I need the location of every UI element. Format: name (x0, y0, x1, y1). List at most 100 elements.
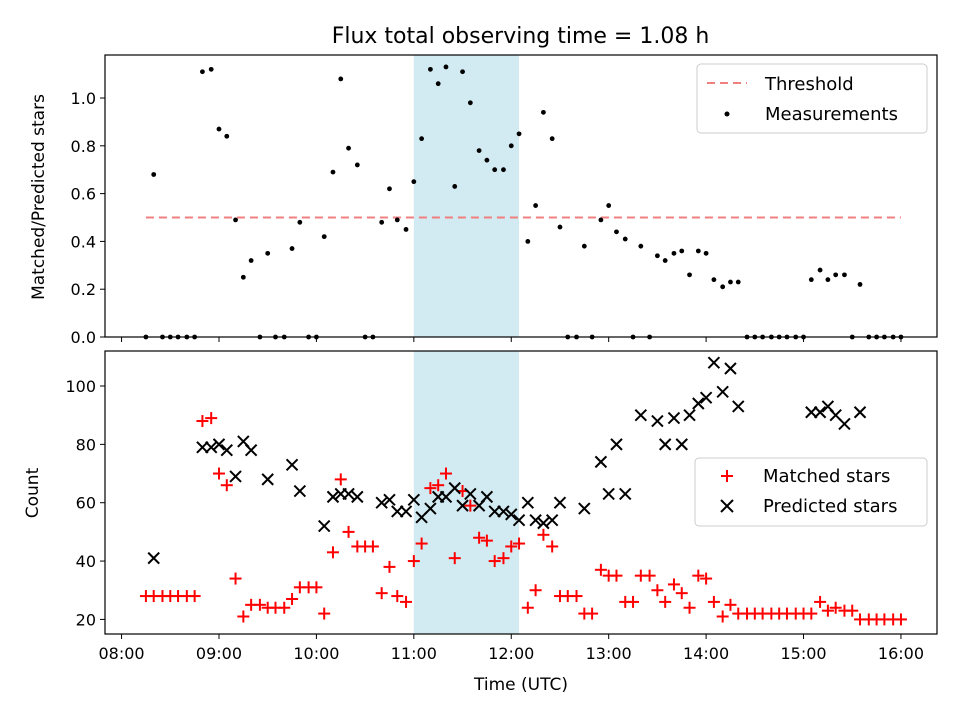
measurement-point (557, 224, 563, 230)
bottom-x-tick-label: 09:00 (196, 644, 242, 663)
measurement-point (435, 81, 441, 87)
measurement-point (662, 258, 668, 263)
predicted-star-point (594, 455, 608, 469)
measurement-point (403, 227, 409, 232)
matched-star-point (342, 525, 355, 538)
predicted-star-marker-b (448, 481, 461, 495)
measurement-point (711, 277, 717, 283)
predicted-star-marker-b (220, 443, 233, 457)
measurement-point (460, 69, 465, 75)
predicted-star-marker-b (553, 496, 567, 509)
predicted-star-marker-b (634, 408, 648, 422)
top-y-axis-label: Matched/Predicted stars (29, 94, 49, 300)
predicted-star-point (683, 408, 696, 422)
matched-star-point (821, 604, 834, 617)
predicted-star-point (456, 499, 469, 512)
measurement-point (338, 76, 344, 82)
bottom-y-tick-label: 100 (65, 377, 96, 396)
bottom-y-axis-ticks: 20 40 60 80 100 (65, 377, 105, 629)
matched-star-point (448, 552, 461, 565)
matched-star-point (473, 531, 486, 544)
measurement-point (703, 250, 709, 256)
predicted-star-point (212, 438, 226, 451)
predicted-star-marker-b (692, 397, 705, 410)
predicted-star-point (505, 508, 518, 521)
measurement-point (525, 239, 531, 244)
measurement-point (321, 234, 327, 240)
matched-star-point (505, 540, 518, 553)
top-y-tick-label: 0.2 (71, 280, 96, 299)
predicted-star-point (724, 362, 737, 375)
bottom-x-tick-label: 08:00 (99, 644, 145, 663)
predicted-star-marker-b (853, 406, 867, 419)
measurement-point (200, 69, 205, 75)
bottom-x-tick-label: 16:00 (878, 644, 924, 663)
measurement-point (606, 203, 612, 208)
matched-star-point (659, 595, 672, 608)
predicted-star-marker-b (317, 519, 331, 533)
bottom-y-tick-label: 40 (76, 552, 96, 571)
predicted-star-point (716, 385, 729, 399)
bottom-legend: Matched stars Predicted stars (694, 457, 928, 527)
predicted-star-marker-b (813, 406, 827, 419)
matched-star-point (643, 569, 656, 582)
matched-star-point (627, 595, 640, 608)
measurement-point (427, 66, 433, 72)
predicted-stars-series (147, 356, 867, 565)
matched-star-point (326, 546, 339, 559)
predicted-star-point (634, 408, 648, 422)
matched-star-point (278, 601, 291, 614)
predicted-star-point (853, 406, 867, 419)
predicted-star-marker-b (512, 514, 526, 527)
bottom-x-tick-label: 15:00 (780, 644, 826, 663)
top-highlight-span (413, 55, 520, 337)
bottom-y-axis-label: Count (23, 467, 43, 518)
measurement-point (265, 250, 271, 256)
measurement-point (679, 248, 685, 254)
matched-star-point (220, 479, 233, 492)
predicted-star-marker-b (707, 356, 721, 369)
measurement-point (614, 229, 619, 235)
measurement-point (297, 219, 303, 225)
matched-star-point (692, 569, 705, 582)
predicted-star-point (707, 356, 721, 369)
predicted-star-point (651, 414, 664, 428)
measurement-point (411, 179, 417, 185)
predicted-star-marker-b (699, 391, 713, 404)
predicted-star-point (448, 481, 461, 495)
predicted-star-marker-b (829, 408, 842, 422)
matched-star-point (188, 590, 201, 603)
bottom-x-tick-label: 13:00 (586, 644, 632, 663)
predicted-star-marker-b (545, 514, 559, 527)
measurement-point (695, 248, 701, 254)
predicted-star-marker-b (383, 493, 396, 507)
predicted-star-marker-b (464, 487, 477, 501)
bottom-legend-box (694, 457, 928, 527)
predicted-star-marker-b (391, 505, 404, 518)
predicted-star-marker-b (521, 496, 535, 509)
measurement-point (224, 133, 230, 139)
predicted-star-point (317, 519, 331, 533)
predicted-star-marker-b (683, 408, 696, 422)
measurement-point (387, 186, 392, 192)
top-y-axis-ticks: 0.0 0.2 0.4 0.6 0.8 1.0 (71, 89, 105, 347)
matched-star-point (366, 540, 379, 553)
predicted-star-marker-b (578, 502, 591, 515)
measurement-point (833, 272, 839, 278)
measurement-point (394, 217, 400, 223)
measurement-point (654, 253, 660, 259)
predicted-star-marker-b (505, 508, 518, 521)
bottom-plot-frame (104, 350, 938, 635)
matched-star-point (383, 560, 396, 573)
predicted-star-marker-b (351, 490, 364, 504)
predicted-star-point (537, 516, 550, 530)
matched-star-point (415, 537, 428, 550)
measurement-point (248, 258, 254, 263)
predicted-star-marker-b (212, 438, 226, 451)
bottom-x-axis-ticks: 08:00 09:00 10:00 11:00 12:00 13:00 14:00 15:00… (99, 634, 924, 663)
legend-threshold-label: Threshold (764, 74, 854, 95)
matched-star-point (546, 540, 559, 553)
matched-star-point (375, 587, 388, 600)
predicted-star-marker-b (326, 490, 340, 504)
matched-star-point (570, 590, 583, 603)
